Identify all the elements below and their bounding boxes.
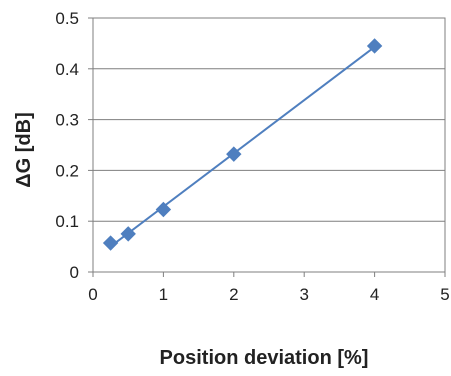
- y-axis-title: ΔG [dB]: [13, 112, 35, 187]
- gridlines: [93, 68, 445, 222]
- x-tick-label: 3: [299, 285, 308, 304]
- x-tick-label: 5: [440, 285, 449, 304]
- y-tick-labels: 0 0.1 0.2 0.3 0.4 0.5: [55, 9, 79, 282]
- x-tick-label: 2: [229, 285, 238, 304]
- data-points: [102, 38, 383, 251]
- trendline: [109, 46, 376, 248]
- y-tick-marks: [88, 17, 93, 273]
- plot-frame: [92, 17, 446, 273]
- data-point: [102, 235, 119, 251]
- data-point: [366, 38, 383, 54]
- plot-area: [88, 17, 446, 277]
- trendline-line: [109, 46, 376, 248]
- x-tick-labels: 0 1 2 3 4 5: [88, 285, 449, 304]
- y-tick-label: 0.2: [55, 161, 79, 180]
- x-tick-label: 0: [88, 285, 97, 304]
- x-tick-label: 4: [370, 285, 379, 304]
- y-tick-label: 0.3: [55, 111, 79, 130]
- x-axis-title: Position deviation [%]: [160, 347, 369, 369]
- data-point: [155, 201, 172, 218]
- x-tick-label: 1: [159, 285, 168, 304]
- data-point: [120, 226, 136, 242]
- x-tick-marks: [92, 272, 446, 277]
- y-tick-label: 0: [70, 263, 79, 282]
- data-point: [226, 146, 242, 162]
- y-tick-label: 0.5: [55, 9, 79, 28]
- y-tick-label: 0.4: [55, 60, 79, 79]
- y-tick-label: 0.1: [55, 212, 79, 231]
